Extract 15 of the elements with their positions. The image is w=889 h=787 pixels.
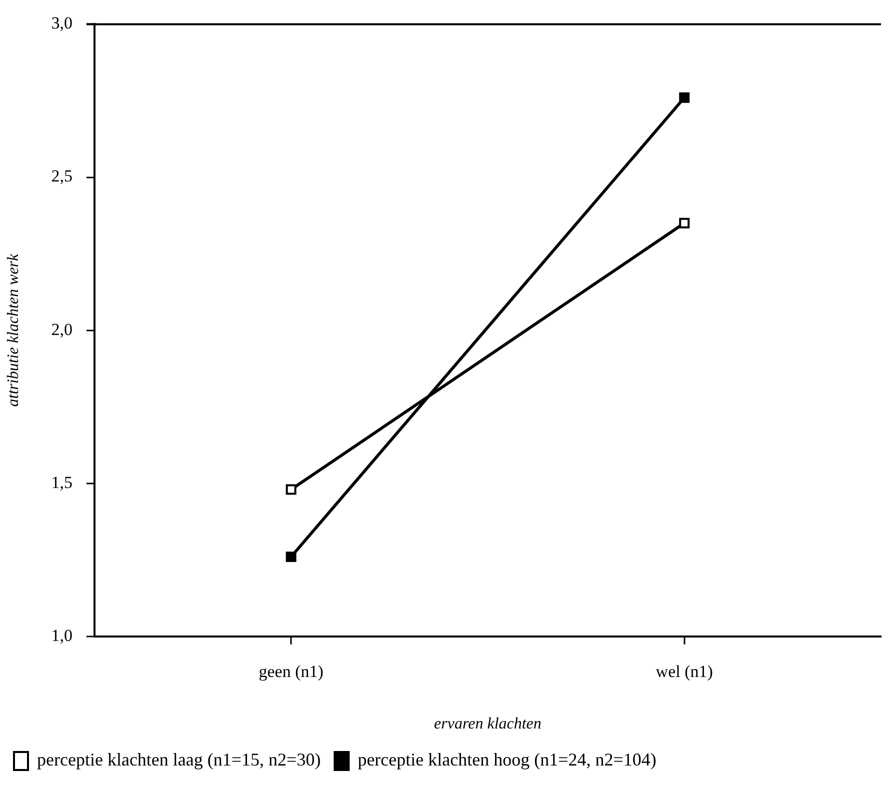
y-tick-label: 1,5 [51, 472, 72, 492]
y-axis-title: attributie klachten werk [4, 252, 22, 407]
x-tick-label: wel (n1) [656, 662, 713, 682]
point [679, 218, 690, 228]
point [286, 552, 296, 562]
point [286, 484, 296, 495]
y-tick-label: 3,0 [51, 14, 72, 33]
y-tick-label: 1,0 [51, 626, 72, 645]
point [679, 92, 690, 103]
x-axis-title: ervaren klachten [434, 716, 542, 733]
legend-label: perceptie klachten laag (n1=15, n2=30) [37, 750, 321, 770]
x-tick-label: geen (n1) [258, 662, 324, 682]
y-tick-label: 2,5 [51, 166, 72, 186]
y-tick-label: 2,0 [51, 320, 72, 339]
legend-label: perceptie klachten hoog (n1=24, n2=104) [358, 750, 656, 770]
